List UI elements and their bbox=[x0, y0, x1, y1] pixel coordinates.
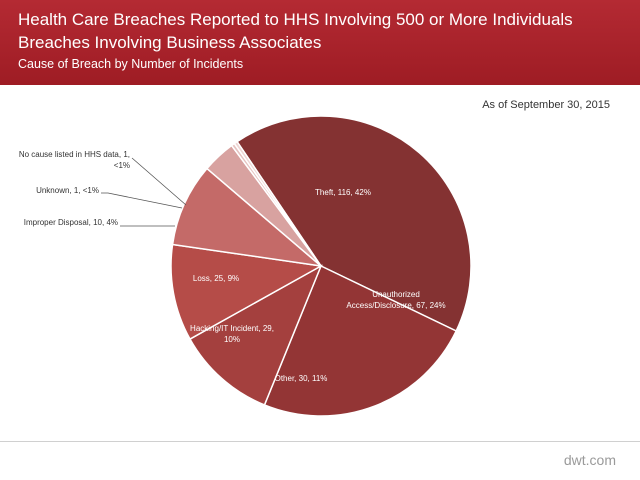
data-label: 10% bbox=[224, 335, 240, 344]
chart-subtitle: Cause of Breach by Number of Incidents bbox=[18, 57, 244, 71]
brand-logo-text: dwt.com bbox=[563, 452, 616, 468]
pie-slice-other bbox=[188, 264, 323, 406]
pie-slice-theft bbox=[236, 115, 472, 333]
chart-title-line2: Breaches Involving Business Associates bbox=[18, 33, 322, 52]
data-label: Access/Disclosure, 67, 24% bbox=[346, 301, 445, 310]
data-label: Theft, 116, 42% bbox=[315, 188, 371, 197]
data-label: Loss, 25, 9% bbox=[193, 274, 239, 283]
title-banner: Health Care Breaches Reported to HHS Inv… bbox=[0, 0, 640, 85]
data-label: Unauthorized bbox=[372, 290, 420, 299]
data-label: No cause listed in HHS data, 1, bbox=[19, 150, 130, 159]
data-label: Improper Disposal, 10, 4% bbox=[24, 218, 118, 227]
data-label: Unknown, 1, <1% bbox=[36, 186, 99, 195]
data-label: Other, 30, 11% bbox=[275, 374, 328, 383]
pie-slice-hacking-it-incident bbox=[170, 243, 324, 341]
leader-line bbox=[101, 192, 183, 209]
chart-title: Health Care Breaches Reported to HHS Inv… bbox=[18, 10, 573, 29]
footer-divider bbox=[0, 441, 640, 442]
as-of-date: As of September 30, 2015 bbox=[482, 99, 610, 111]
pie-slice-no-cause-listed-in-hhs-data bbox=[233, 140, 322, 267]
data-label: <1% bbox=[114, 161, 130, 170]
data-label: Hacking/IT Incident, 29, bbox=[190, 324, 274, 333]
pie-slice-unauthorized-access-disclosure bbox=[263, 264, 458, 417]
leader-line bbox=[131, 157, 187, 206]
